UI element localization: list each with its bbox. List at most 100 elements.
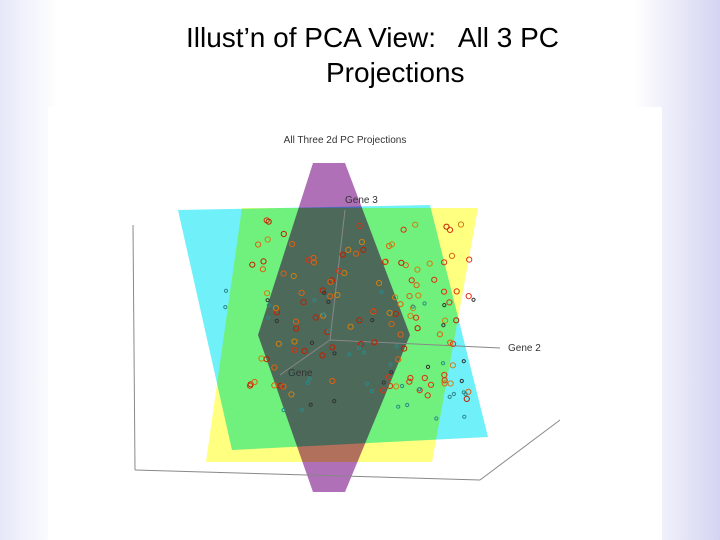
point: [448, 252, 456, 259]
slide-title: Projections: [326, 57, 465, 88]
point: [356, 317, 363, 324]
point: [326, 299, 331, 304]
point: [291, 338, 298, 345]
point: [307, 376, 312, 381]
point: [436, 331, 443, 338]
point: [461, 390, 466, 395]
point: [442, 317, 449, 324]
point: [379, 290, 384, 295]
point: [400, 226, 407, 233]
point: [353, 250, 360, 257]
point: [290, 273, 297, 280]
point: [395, 356, 402, 363]
point: [406, 378, 413, 385]
point: [305, 380, 310, 385]
point: [393, 383, 400, 390]
point: [441, 288, 448, 295]
point: [345, 246, 352, 253]
point: [442, 303, 447, 308]
point: [273, 309, 281, 316]
point: [446, 299, 453, 306]
point: [386, 309, 393, 316]
point: [251, 378, 258, 386]
point: [293, 325, 300, 332]
figure-title: All Three 2d PC Projections: [284, 135, 407, 146]
point: [406, 293, 413, 300]
point: [347, 323, 354, 330]
point: [277, 382, 284, 389]
point: [453, 317, 460, 324]
point: [364, 381, 369, 386]
axis-label: Gene 2: [508, 343, 541, 354]
planes: [178, 163, 488, 492]
point: [298, 289, 305, 296]
point: [463, 395, 470, 402]
point: [462, 414, 467, 419]
point: [380, 387, 387, 394]
point: [305, 257, 312, 264]
point: [417, 387, 422, 392]
point: [405, 402, 410, 408]
point: [308, 402, 313, 407]
point: [400, 383, 405, 389]
point: [264, 290, 271, 297]
point: [255, 241, 262, 248]
point: [361, 350, 367, 355]
point: [288, 391, 295, 398]
point: [356, 345, 362, 350]
point: [394, 344, 399, 349]
point: [347, 352, 352, 357]
point: [424, 392, 431, 399]
point: [265, 298, 270, 303]
point: [413, 282, 420, 289]
point: [291, 347, 298, 354]
point: [466, 256, 473, 263]
point: [389, 370, 394, 375]
point: [291, 372, 296, 377]
point: [271, 382, 278, 389]
point: [431, 276, 438, 283]
point: [425, 364, 431, 369]
point: [329, 344, 336, 351]
point: [223, 288, 229, 293]
point: [271, 364, 278, 371]
point: [440, 361, 446, 366]
point: [300, 299, 307, 306]
point: [412, 221, 419, 228]
point: [370, 318, 375, 323]
point: [453, 288, 460, 295]
point: [447, 339, 454, 346]
point: [414, 325, 421, 332]
point: [370, 308, 377, 315]
point: [319, 352, 326, 359]
point: [272, 305, 280, 312]
point: [299, 407, 304, 412]
point: [388, 241, 395, 248]
point: [415, 292, 422, 299]
point: [280, 270, 287, 277]
point: [281, 408, 286, 413]
point: [260, 258, 267, 265]
point: [328, 277, 335, 284]
point: [447, 380, 454, 387]
point: [369, 389, 375, 394]
point: [397, 301, 404, 308]
plane: [206, 208, 478, 462]
point: [457, 221, 465, 228]
point: [392, 294, 399, 301]
point: [427, 381, 435, 388]
point: [292, 318, 300, 325]
point: [407, 374, 414, 382]
point: [266, 315, 271, 320]
point: [421, 374, 428, 382]
point: [312, 314, 319, 321]
point: [371, 339, 378, 346]
point: [408, 277, 415, 284]
axis-label: Gene: [288, 368, 313, 379]
point: [434, 416, 439, 421]
point: [274, 318, 279, 324]
point: [334, 291, 341, 299]
point: [451, 391, 456, 397]
point: [329, 377, 336, 385]
